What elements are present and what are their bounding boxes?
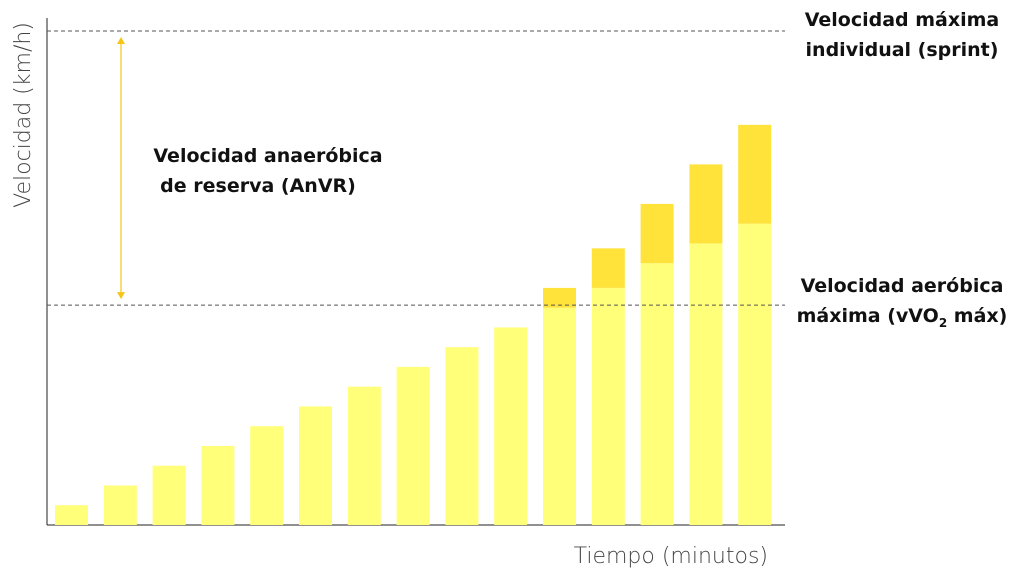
ref-label-vo2-line2: máxima (vVO2 máx) [797, 305, 1008, 330]
ref-label-vo2-end: máx) [947, 305, 1007, 327]
ref-label-sprint-line2: individual (sprint) [806, 39, 999, 61]
bar-aerobic-2 [103, 485, 137, 525]
bar-anaerobic-11 [543, 287, 576, 308]
anvr-arrow [117, 37, 125, 300]
anvr-arrow-head-bottom [117, 292, 125, 300]
anvr-arrow-head-top [117, 37, 125, 44]
y-axis-label: Velocidad (km/h) [11, 22, 36, 208]
ref-label-vo2-main: máxima (vVO [797, 305, 939, 327]
ref-label-vo2-line1: Velocidad aeróbica [801, 275, 1004, 297]
bar-anaerobic-14 [689, 164, 723, 244]
bars [55, 124, 772, 526]
bar-aerobic-8 [396, 366, 430, 525]
bar-aerobic-15 [738, 223, 772, 525]
anvr-label-line1: Velocidad anaeróbica [153, 145, 382, 167]
bar-aerobic-12 [591, 287, 625, 525]
bar-aerobic-10 [494, 327, 528, 525]
bar-anaerobic-13 [640, 203, 674, 264]
bar-aerobic-9 [445, 347, 479, 525]
bar-aerobic-13 [640, 263, 674, 525]
bar-anaerobic-12 [591, 248, 625, 288]
bar-anaerobic-15 [738, 124, 772, 224]
ref-label-sprint-line1: Velocidad máxima [805, 9, 1000, 31]
bar-aerobic-14 [689, 243, 723, 526]
x-axis-label: Tiempo (minutos) [574, 544, 768, 569]
anvr-label-line2: de reserva (AnVR) [160, 175, 356, 197]
bar-aerobic-5 [250, 426, 284, 525]
bar-aerobic-7 [347, 386, 381, 525]
bar-aerobic-11 [543, 307, 576, 525]
bar-aerobic-6 [299, 406, 332, 525]
ref-label-vo2-sub: 2 [939, 316, 947, 330]
bar-aerobic-3 [152, 465, 186, 525]
bar-aerobic-4 [201, 445, 235, 525]
bar-aerobic-1 [55, 505, 88, 525]
